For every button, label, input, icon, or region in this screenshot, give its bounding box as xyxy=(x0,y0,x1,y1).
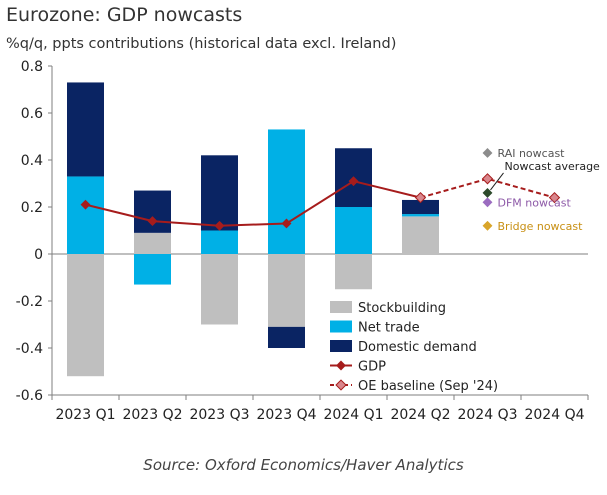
nowcast-average-label: Nowcast average xyxy=(505,160,601,173)
net-trade-bar xyxy=(201,230,238,254)
x-tick-label: 2023 Q3 xyxy=(189,407,249,423)
stockbuilding-bar xyxy=(67,254,104,377)
x-tick-label: 2024 Q1 xyxy=(323,407,383,423)
x-tick-label: 2024 Q3 xyxy=(457,407,517,423)
stockbuilding-bar xyxy=(335,254,372,290)
oe-baseline-point xyxy=(548,191,561,204)
gdp-point xyxy=(147,216,158,227)
stockbuilding-bar xyxy=(268,254,305,327)
dfm-label: DFM nowcast xyxy=(498,196,572,209)
legend-label-net-trade: Net trade xyxy=(358,321,420,336)
chart-title: Eurozone: GDP nowcasts xyxy=(6,4,243,26)
y-tick-label: -0.4 xyxy=(16,341,43,357)
net-trade-bar xyxy=(67,176,104,254)
y-tick-label: -0.6 xyxy=(16,388,43,404)
domestic-demand-bar xyxy=(402,199,439,215)
x-tick-label: 2023 Q2 xyxy=(122,407,182,423)
oe-baseline-line xyxy=(420,177,555,199)
rai-marker xyxy=(482,148,493,158)
legend-label-gdp: GDP xyxy=(358,360,386,375)
chart-subtitle: %q/q, ppts contributions (historical dat… xyxy=(6,36,397,52)
y-tick-label: 0 xyxy=(34,247,43,263)
stockbuilding-bar xyxy=(201,254,238,325)
chart-source: Source: Oxford Economics/Haver Analytics xyxy=(143,456,464,474)
bridge-label: Bridge nowcast xyxy=(498,220,584,233)
domestic-demand-bar xyxy=(67,82,104,177)
oe-baseline-point xyxy=(414,191,427,204)
y-tick-label: -0.2 xyxy=(16,294,43,310)
gdp-point xyxy=(214,220,225,231)
domestic-demand-bar xyxy=(268,326,305,348)
legend-label-oe-baseline: OE baseline (Sep '24) xyxy=(358,379,498,394)
legend-marker-gdp xyxy=(336,360,346,371)
stockbuilding-bar xyxy=(402,216,439,254)
nowcast-average-leader xyxy=(490,172,504,191)
net-trade-bar xyxy=(134,254,171,285)
oe-baseline-point xyxy=(481,173,494,185)
x-tick-label: 2024 Q4 xyxy=(524,407,584,423)
domestic-demand-bar xyxy=(201,155,238,231)
x-tick-label: 2023 Q4 xyxy=(256,407,316,423)
legend-label-domestic-demand: Domestic demand xyxy=(358,340,477,355)
y-tick-label: 0.4 xyxy=(21,153,43,169)
x-tick-label: 2024 Q2 xyxy=(390,407,450,423)
legend-swatch-stockbuilding xyxy=(330,301,352,313)
y-tick-label: 0.2 xyxy=(21,200,43,216)
y-tick-label: 0.6 xyxy=(21,106,43,122)
rai-label: RAI nowcast xyxy=(498,147,566,160)
gdp-point xyxy=(348,176,359,187)
net-trade-bar xyxy=(402,214,439,217)
stockbuilding-bar xyxy=(134,232,171,254)
net-trade-bar xyxy=(335,207,372,254)
net-trade-bar xyxy=(268,129,305,254)
legend-swatch-net-trade xyxy=(330,320,352,333)
legend-swatch-domestic-demand xyxy=(330,340,352,352)
dfm-marker xyxy=(482,197,493,208)
legend-label-stockbuilding: Stockbuilding xyxy=(358,301,446,316)
y-tick-label: 0.8 xyxy=(21,59,43,75)
gdp-point xyxy=(281,218,292,229)
legend-marker-oe-baseline xyxy=(335,379,347,391)
x-tick-label: 2023 Q1 xyxy=(55,407,115,423)
bridge-marker xyxy=(482,220,493,231)
gdp-point xyxy=(80,199,91,210)
nowcast-average-marker xyxy=(482,187,493,198)
domestic-demand-bar xyxy=(134,190,171,233)
gdp-line xyxy=(85,180,421,227)
